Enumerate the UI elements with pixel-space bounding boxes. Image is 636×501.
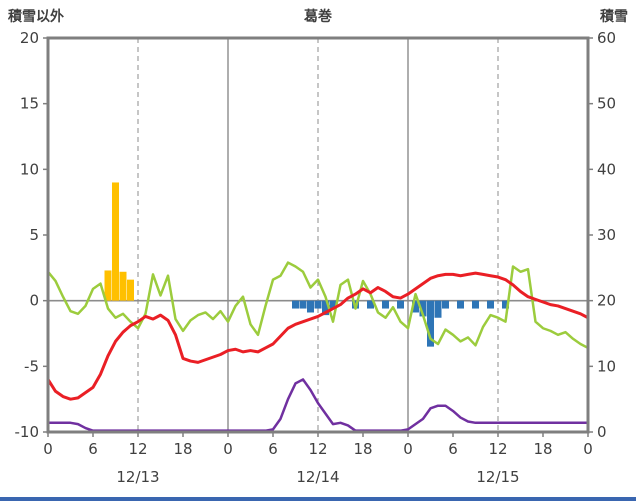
hour-label: 0 xyxy=(43,440,53,458)
blue-bars-bar xyxy=(434,300,442,318)
hour-label: 0 xyxy=(403,440,413,458)
blue-bars-bar xyxy=(457,300,464,309)
left-axis-label: 0 xyxy=(29,292,39,310)
left-axis-label: -10 xyxy=(15,423,40,441)
left-axis-label: 15 xyxy=(20,95,39,113)
bottom-strip xyxy=(0,497,636,501)
right-axis-label: 10 xyxy=(597,357,616,375)
hour-label: 0 xyxy=(223,440,233,458)
right-axis-label: 0 xyxy=(597,423,607,441)
blue-bars-bar xyxy=(397,300,404,309)
hour-label: 12 xyxy=(128,440,147,458)
right-axis-label: 50 xyxy=(597,95,616,113)
left-axis-label: -5 xyxy=(24,357,39,375)
blue-bars-bar xyxy=(322,300,329,316)
blue-bars-bar xyxy=(314,300,322,309)
chart-title: 葛巻 xyxy=(304,9,332,25)
left-axis-label: 10 xyxy=(20,160,39,178)
yellow-bars-bar xyxy=(119,271,127,301)
yellow-bars-bar xyxy=(127,279,134,301)
hour-label: 6 xyxy=(448,440,458,458)
blue-bars-bar xyxy=(502,300,509,309)
left-axis-label: 5 xyxy=(29,226,39,244)
red-line xyxy=(48,271,588,401)
blue-bars-bar xyxy=(307,300,314,313)
purple-line xyxy=(48,378,588,432)
date-label: 12/15 xyxy=(476,468,519,486)
right-axis-caption: 積雪 xyxy=(600,9,628,25)
right-axis-label: 60 xyxy=(597,29,616,47)
right-axis-label: 20 xyxy=(597,292,616,310)
yellow-bars-bar xyxy=(104,270,112,301)
hour-label: 0 xyxy=(583,440,593,458)
hour-label: 18 xyxy=(173,440,192,458)
left-axis-label: 20 xyxy=(20,29,39,47)
blue-bars-bar xyxy=(292,300,299,309)
hour-label: 18 xyxy=(353,440,372,458)
date-label: 12/13 xyxy=(116,468,159,486)
blue-bars-bar xyxy=(442,300,449,309)
blue-bars-bar xyxy=(412,300,419,313)
blue-bars-bar xyxy=(367,300,374,309)
plot-frame xyxy=(46,36,590,434)
blue-bars-bar xyxy=(299,300,307,309)
hour-label: 12 xyxy=(488,440,507,458)
yellow-bars-bar xyxy=(112,182,119,301)
right-axis-label: 40 xyxy=(597,160,616,178)
hour-label: 6 xyxy=(268,440,278,458)
hour-label: 6 xyxy=(88,440,98,458)
blue-bars-bar xyxy=(427,300,434,347)
left-axis-caption: 積雪以外 xyxy=(8,9,64,25)
right-axis-label: 30 xyxy=(597,226,616,244)
blue-bars-bar xyxy=(419,300,427,317)
blue-bars-bar xyxy=(382,300,389,309)
hour-label: 12 xyxy=(308,440,327,458)
hour-label: 18 xyxy=(533,440,552,458)
green-line xyxy=(48,261,588,350)
blue-bars-bar xyxy=(472,300,479,309)
blue-bars-bar xyxy=(329,300,337,309)
blue-bars-bar xyxy=(487,300,494,309)
date-label: 12/14 xyxy=(296,468,339,486)
